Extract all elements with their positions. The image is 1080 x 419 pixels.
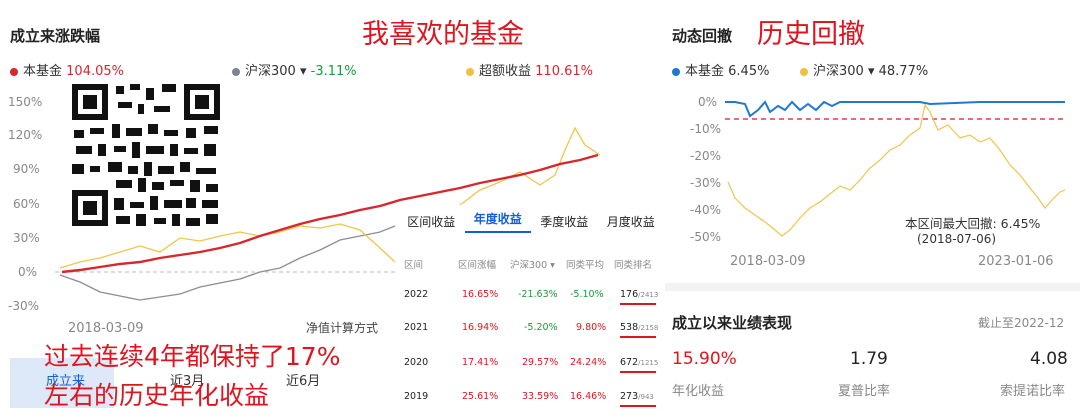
max-drawdown-label: 本区间最大回撤: 6.45% [905, 216, 1041, 231]
sharpe-ratio-label: 夏普比率 [838, 384, 891, 399]
dd-end-date: 2023-01-06 [978, 254, 1054, 269]
row-fund: 16.94% [462, 322, 499, 333]
table-tabs: 区间收益 年度收益 季度收益 月度收益 [398, 205, 664, 237]
row-avg: 16.46% [570, 391, 607, 402]
row-avg: 24.24% [570, 357, 607, 368]
left-start-date: 2018-03-09 [68, 321, 144, 336]
annualized-return-value: 15.90% [672, 349, 737, 369]
y-tick: 90% [13, 162, 40, 176]
legend-fund: 本基金 104.05% [10, 60, 124, 79]
excess-line [59, 223, 396, 269]
y-tick: 0% [18, 265, 38, 279]
rank-bar [620, 371, 656, 373]
drawdown-title: 动态回撤 [672, 27, 733, 45]
y-tick: 30% [13, 231, 40, 245]
annualized-return-label: 年化收益 [672, 384, 725, 399]
dd-y-tick: -40% [690, 203, 722, 217]
sortino-ratio-value: 4.08 [1030, 349, 1068, 369]
history-drawdown-heading: 历史回撤 [757, 19, 865, 50]
y-tick: -30% [8, 299, 40, 313]
sharpe-ratio-value: 1.79 [850, 349, 888, 369]
row-hs300: 33.59% [522, 391, 559, 402]
col-fund-return: 区间涨幅 [458, 260, 497, 271]
legend-dot-excess [466, 67, 474, 76]
overlay-text-line1: 过去连续4年都保持了17% [44, 342, 341, 371]
drawdown-chart [725, 100, 1066, 237]
dd-y-tick: 0% [698, 95, 718, 109]
row-rank: 273/943 [620, 391, 654, 402]
calc-method-link[interactable]: 净值计算方式 [306, 321, 379, 335]
row-hs300: -5.20% [524, 322, 558, 333]
row-fund: 25.61% [462, 391, 499, 402]
dd-y-tick: -50% [690, 230, 722, 244]
favorite-fund-heading: 我喜欢的基金 [362, 19, 524, 50]
col-period: 区间 [404, 260, 424, 271]
fund-drawdown-line [725, 100, 1065, 118]
sortino-ratio-label: 索提诺比率 [1000, 384, 1066, 399]
dd-legend-hs300[interactable]: 沪深300 ▾ 48.77% [800, 60, 928, 79]
performance-title: 成立以来业绩表现 [672, 314, 793, 332]
col-hs300[interactable]: 沪深300 ▾ [510, 260, 555, 271]
max-drawdown-date: (2018-07-06) [917, 232, 997, 246]
rank-bar [620, 303, 656, 305]
y-tick: 120% [8, 128, 43, 142]
range-tab-since-inception[interactable]: 成立来 [46, 374, 86, 389]
rank-bar [620, 336, 656, 338]
rank-bar [620, 405, 656, 407]
range-tab-active-bg [10, 358, 114, 408]
row-hs300: 29.57% [522, 357, 559, 368]
row-year: 2019 [404, 391, 429, 402]
hs300-drawdown-line [727, 103, 1066, 237]
dd-legend-dot-fund [672, 67, 680, 76]
col-peer-rank: 同类排名 [614, 260, 653, 271]
tab-interval-return[interactable]: 区间收益 [407, 214, 456, 229]
performance-as-of: 截止至2022-12 [978, 316, 1065, 330]
tab-annual-return[interactable]: 年度收益 [464, 210, 531, 233]
tab-monthly-return[interactable]: 月度收益 [606, 214, 655, 229]
legend-dot-fund [10, 67, 18, 76]
returns-title: 成立来涨跌幅 [10, 27, 101, 45]
legend-excess: 超额收益 110.61% [466, 60, 593, 79]
section-divider [665, 283, 1080, 291]
row-avg: 9.80% [576, 322, 607, 333]
tab-quarterly-return[interactable]: 季度收益 [540, 214, 589, 229]
qr-code-image [68, 80, 224, 230]
legend-dot-hs300 [232, 67, 240, 76]
legend-hs300[interactable]: 沪深300 ▾ -3.11% [232, 60, 357, 79]
row-rank: 176/2413 [620, 289, 659, 300]
overlay-text-line2: 左右的历史年化收益 [44, 381, 270, 410]
y-tick: 150% [8, 95, 43, 109]
row-year: 2022 [404, 289, 429, 300]
row-rank: 672/1215 [620, 357, 659, 368]
row-avg: -5.10% [570, 289, 604, 300]
y-tick: 60% [13, 197, 40, 211]
dd-y-tick: -10% [690, 122, 722, 136]
dd-legend-dot-hs300 [800, 67, 808, 76]
row-year: 2021 [404, 322, 429, 333]
row-fund: 16.65% [462, 289, 499, 300]
dd-y-tick: -30% [690, 176, 722, 190]
range-tab-6m[interactable]: 近6月 [286, 374, 321, 389]
row-hs300: -21.63% [518, 289, 558, 300]
fund-line [61, 153, 599, 274]
dd-y-tick: -20% [690, 149, 722, 163]
hs300-line [59, 225, 396, 301]
annual-returns-table: 区间收益 年度收益 季度收益 月度收益 区间 区间涨幅 沪深300 ▾ 同类平均… [398, 205, 664, 419]
row-year: 2020 [404, 357, 429, 368]
row-rank: 538/2158 [620, 322, 659, 333]
row-fund: 17.41% [462, 357, 499, 368]
dd-start-date: 2018-03-09 [730, 254, 806, 269]
dd-legend-fund: 本基金 6.45% [672, 60, 769, 79]
range-tab-3m[interactable]: 近3月 [170, 374, 205, 389]
col-peer-avg: 同类平均 [566, 260, 605, 271]
